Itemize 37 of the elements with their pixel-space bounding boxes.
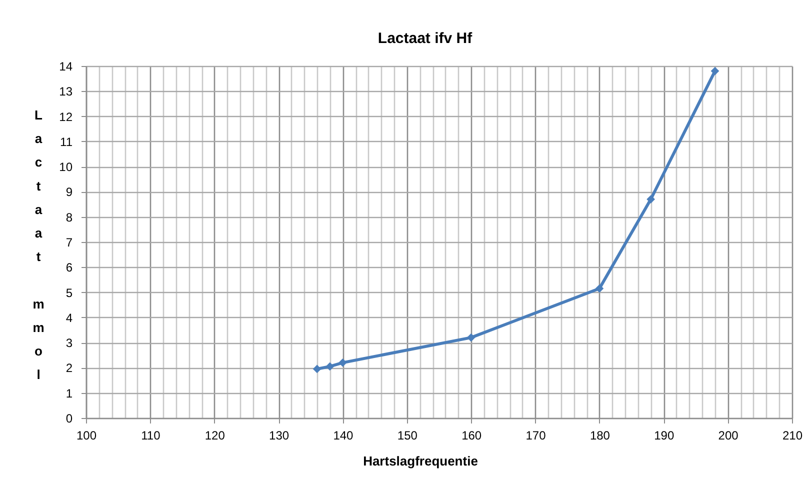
- point: [646, 195, 655, 204]
- y-tick-label: 11: [60, 134, 73, 149]
- x-tick-label: 100: [76, 428, 97, 442]
- y-tick-label: 9: [66, 185, 73, 200]
- chart-title: Lactaat ifv Hf: [378, 30, 474, 47]
- x-tick-label: 130: [269, 428, 290, 442]
- x-tick-label: 120: [204, 428, 226, 442]
- point: [326, 362, 334, 371]
- y-tick-label: 14: [59, 60, 73, 74]
- x-tick-label: 170: [526, 428, 546, 442]
- y-tick-label: 7: [66, 236, 73, 250]
- y-tick-label: 6: [66, 260, 73, 275]
- point: [338, 358, 347, 367]
- y-tick-label: 13: [59, 84, 73, 99]
- x-tick-label: 160: [462, 428, 482, 442]
- y-tick-label: 5: [66, 286, 73, 300]
- y-tick-label: 1: [66, 386, 73, 400]
- y-tick-label: 12: [59, 110, 73, 124]
- y-tick-label: 0: [66, 412, 73, 426]
- y-tick-label: 3: [66, 336, 73, 350]
- point: [466, 333, 476, 342]
- x-tick-label: 190: [654, 428, 674, 442]
- x-tick-label: 210: [782, 428, 803, 442]
- point: [312, 364, 322, 374]
- y-tick-label: 8: [66, 210, 73, 224]
- y-tick-label: 10: [59, 160, 73, 174]
- text: Lactaat mmol: [32, 108, 44, 382]
- point: [595, 284, 604, 293]
- y-tick-label: 4: [66, 310, 73, 325]
- x-tick-label: 140: [333, 428, 354, 442]
- x-tick-label: 200: [718, 428, 739, 442]
- point: [710, 66, 720, 76]
- x-tick-label: 110: [141, 428, 161, 442]
- y-tick-label: 2: [66, 361, 73, 376]
- x-axis-title: Hartslagfrequentie: [363, 454, 478, 468]
- x-tick-label: 180: [590, 428, 610, 442]
- x-tick-label: 150: [397, 428, 418, 442]
